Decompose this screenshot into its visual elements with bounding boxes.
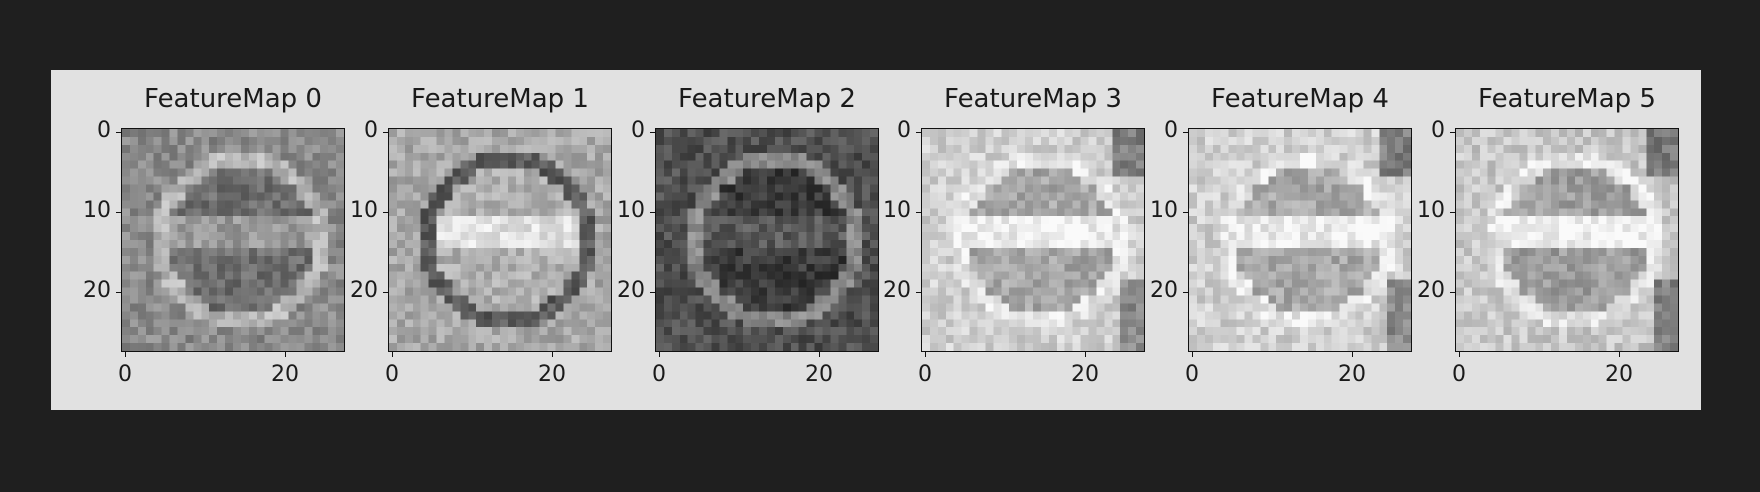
feature-map-image [1188, 128, 1412, 352]
x-tick-mark [659, 352, 660, 357]
y-tick-mark [383, 212, 388, 213]
feature-map-panel: FeatureMap 4 0 10 20 0 20 [1118, 70, 1412, 410]
x-tick-mark [1192, 352, 1193, 357]
panel-title: FeatureMap 1 [411, 84, 589, 114]
y-tick-label: 0 [364, 118, 378, 143]
y-tick-mark [1183, 212, 1188, 213]
y-tick-mark [116, 292, 121, 293]
y-tick-mark [1450, 292, 1455, 293]
panel-title: FeatureMap 2 [678, 84, 856, 114]
x-tick-label: 20 [271, 362, 299, 387]
panel-title: FeatureMap 3 [944, 84, 1122, 114]
x-tick-mark [925, 352, 926, 357]
y-tick-label: 10 [617, 198, 645, 223]
y-tick-mark [650, 292, 655, 293]
x-tick-mark [285, 352, 286, 357]
x-tick-label: 20 [538, 362, 566, 387]
x-tick-label: 0 [118, 362, 132, 387]
x-tick-label: 0 [918, 362, 932, 387]
x-tick-mark [392, 352, 393, 357]
y-tick-mark [383, 292, 388, 293]
y-tick-mark [650, 212, 655, 213]
y-tick-label: 0 [1164, 118, 1178, 143]
y-tick-label: 20 [617, 278, 645, 303]
x-tick-mark [1459, 352, 1460, 357]
y-tick-mark [116, 212, 121, 213]
panel-title: FeatureMap 4 [1211, 84, 1389, 114]
feature-map-panel: FeatureMap 1 0 10 20 0 20 [318, 70, 612, 410]
y-tick-mark [650, 132, 655, 133]
y-tick-label: 10 [1150, 198, 1178, 223]
y-tick-mark [1183, 132, 1188, 133]
y-tick-label: 20 [883, 278, 911, 303]
y-tick-label: 0 [1431, 118, 1445, 143]
y-tick-label: 20 [83, 278, 111, 303]
y-tick-mark [916, 212, 921, 213]
x-tick-mark [1619, 352, 1620, 357]
x-tick-mark [819, 352, 820, 357]
x-tick-mark [552, 352, 553, 357]
x-tick-mark [125, 352, 126, 357]
x-tick-label: 20 [805, 362, 833, 387]
x-tick-label: 0 [652, 362, 666, 387]
x-tick-label: 20 [1338, 362, 1366, 387]
x-tick-mark [1085, 352, 1086, 357]
y-tick-label: 10 [350, 198, 378, 223]
y-tick-mark [916, 292, 921, 293]
x-tick-label: 20 [1071, 362, 1099, 387]
y-tick-label: 10 [1417, 198, 1445, 223]
feature-map-panel: FeatureMap 0 0 10 20 0 20 [51, 70, 345, 410]
y-tick-mark [1183, 292, 1188, 293]
x-tick-label: 0 [385, 362, 399, 387]
feature-map-image [921, 128, 1145, 352]
y-tick-label: 20 [1417, 278, 1445, 303]
panel-title: FeatureMap 0 [144, 84, 322, 114]
y-tick-mark [1450, 132, 1455, 133]
y-tick-mark [916, 132, 921, 133]
feature-map-image [388, 128, 612, 352]
x-tick-mark [1352, 352, 1353, 357]
x-tick-label: 20 [1605, 362, 1633, 387]
x-tick-label: 0 [1185, 362, 1199, 387]
feature-map-panel: FeatureMap 3 0 10 20 0 20 [851, 70, 1145, 410]
feature-map-figure: FeatureMap 0 0 10 20 0 20 FeatureMap 1 0 10 20 0 20… [51, 70, 1701, 410]
feature-map-panel: FeatureMap 2 0 10 20 0 20 [585, 70, 879, 410]
y-tick-label: 0 [897, 118, 911, 143]
feature-map-image [121, 128, 345, 352]
feature-map-panel: FeatureMap 5 0 10 20 0 20 [1385, 70, 1679, 410]
y-tick-mark [116, 132, 121, 133]
panel-title: FeatureMap 5 [1478, 84, 1656, 114]
feature-map-image [1455, 128, 1679, 352]
y-tick-label: 0 [631, 118, 645, 143]
y-tick-label: 10 [83, 198, 111, 223]
x-tick-label: 0 [1452, 362, 1466, 387]
y-tick-mark [383, 132, 388, 133]
y-tick-label: 10 [883, 198, 911, 223]
y-tick-label: 20 [1150, 278, 1178, 303]
feature-map-image [655, 128, 879, 352]
y-tick-label: 20 [350, 278, 378, 303]
y-tick-mark [1450, 212, 1455, 213]
y-tick-label: 0 [97, 118, 111, 143]
